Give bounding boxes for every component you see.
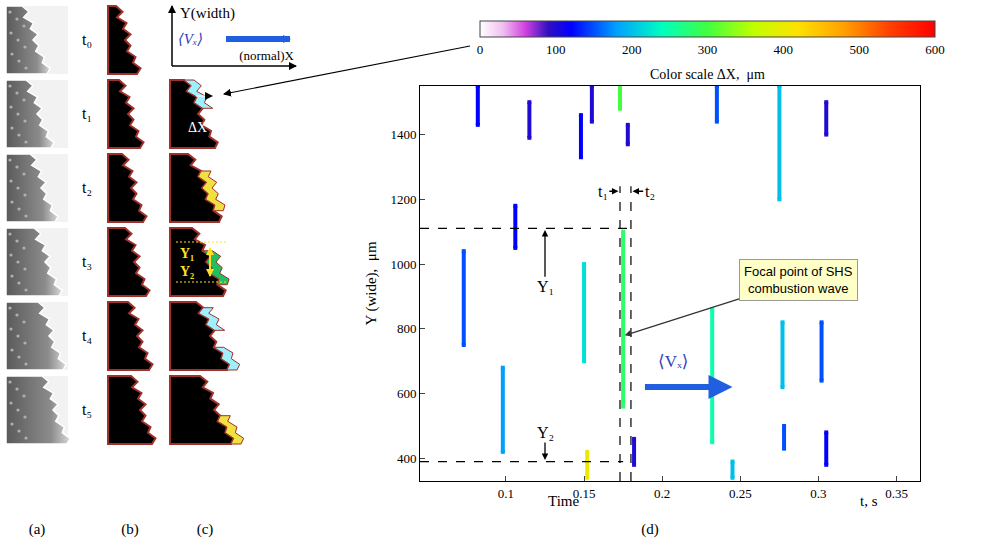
svg-text:600: 600 bbox=[925, 42, 945, 57]
svg-text:1400: 1400 bbox=[390, 127, 416, 142]
svg-text:0.15: 0.15 bbox=[573, 486, 596, 501]
svg-text:Y₁: Y₁ bbox=[537, 278, 554, 295]
svg-text:Color scale ΔX, μm: Color scale ΔX, μm bbox=[650, 67, 765, 82]
svg-text:(c): (c) bbox=[197, 521, 214, 538]
svg-text:(d): (d) bbox=[641, 521, 659, 538]
svg-text:ΔX: ΔX bbox=[188, 120, 207, 135]
svg-text:Time: Time bbox=[548, 493, 579, 509]
svg-text:t₂: t₂ bbox=[645, 183, 655, 200]
svg-text:400: 400 bbox=[397, 451, 417, 466]
svg-text:Y₂: Y₂ bbox=[537, 424, 554, 441]
svg-text:0.1: 0.1 bbox=[498, 486, 514, 501]
svg-text:0: 0 bbox=[477, 42, 484, 57]
svg-text:Y₂: Y₂ bbox=[180, 264, 194, 279]
svg-text:0.2: 0.2 bbox=[654, 486, 670, 501]
svg-text:(b): (b) bbox=[121, 521, 139, 538]
svg-text:200: 200 bbox=[622, 42, 642, 57]
svg-text:⟨Vₓ⟩: ⟨Vₓ⟩ bbox=[658, 352, 688, 371]
svg-text:t₅: t₅ bbox=[82, 401, 92, 418]
svg-text:Focal point of SHScombustion w: Focal point of SHScombustion wave bbox=[744, 264, 853, 296]
svg-text:400: 400 bbox=[774, 42, 794, 57]
svg-text:t₁: t₁ bbox=[598, 183, 608, 200]
svg-text:t₂: t₂ bbox=[82, 179, 92, 196]
svg-text:t, s: t, s bbox=[860, 493, 878, 509]
svg-text:600: 600 bbox=[397, 386, 417, 401]
svg-text:1200: 1200 bbox=[390, 192, 416, 207]
svg-text:t₄: t₄ bbox=[82, 327, 92, 344]
svg-text:100: 100 bbox=[546, 42, 566, 57]
svg-text:0.25: 0.25 bbox=[729, 486, 752, 501]
svg-text:0.35: 0.35 bbox=[885, 486, 908, 501]
svg-text:Y (wide), μm: Y (wide), μm bbox=[363, 241, 380, 325]
svg-text:0.3: 0.3 bbox=[810, 486, 826, 501]
svg-text:300: 300 bbox=[698, 42, 718, 57]
svg-text:(a): (a) bbox=[29, 521, 46, 538]
svg-text:Y₁: Y₁ bbox=[180, 246, 194, 261]
svg-text:800: 800 bbox=[397, 321, 417, 336]
svg-text:1000: 1000 bbox=[390, 257, 416, 272]
svg-text:Y(width): Y(width) bbox=[180, 5, 235, 22]
svg-text:(normal)X: (normal)X bbox=[239, 48, 294, 63]
svg-text:t₀: t₀ bbox=[82, 31, 92, 48]
svg-text:500: 500 bbox=[849, 42, 869, 57]
svg-text:t₁: t₁ bbox=[82, 105, 92, 122]
svg-text:t₃: t₃ bbox=[82, 253, 92, 270]
svg-text:⟨Vₓ⟩: ⟨Vₓ⟩ bbox=[178, 31, 203, 47]
